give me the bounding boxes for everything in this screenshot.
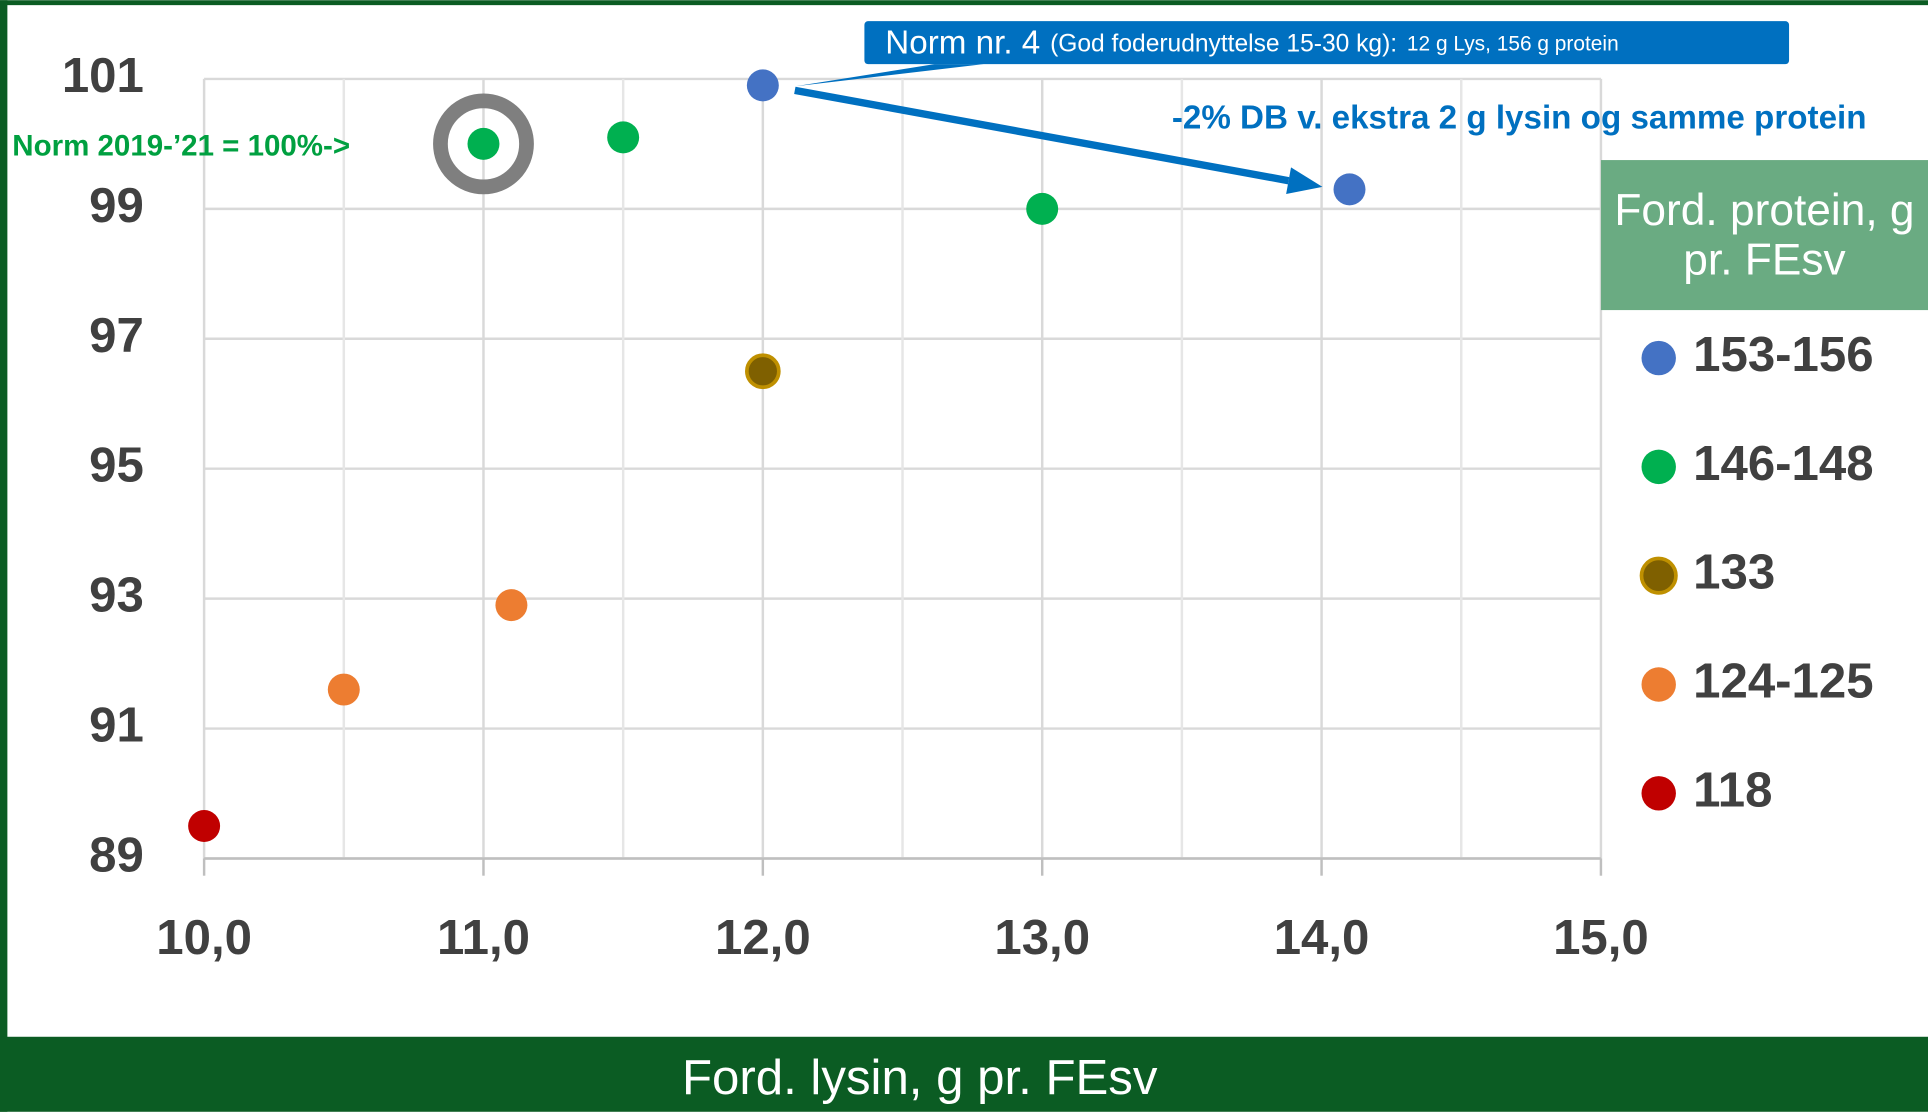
point (327, 673, 360, 706)
callout-detail: 12 g Lys, 156 g protein (1407, 32, 1619, 55)
y-tick-label: 95 (89, 438, 144, 493)
y-tick-label: 93 (89, 568, 144, 623)
frame-top (0, 0, 1928, 6)
legend-marker (1641, 449, 1676, 485)
arrow-shaft (794, 86, 1290, 185)
point (745, 353, 781, 390)
x-axis-title: Ford. lysin, g pr. FEsv (682, 1050, 1158, 1105)
point (1333, 173, 1366, 206)
legend-marker (1641, 667, 1676, 702)
y-tick-label: 91 (89, 698, 144, 753)
x-axis-band (0, 1036, 1928, 1112)
legend-title-holder: Ford. protein, g pr. FEsv (1614, 184, 1915, 285)
arrow-note: -2% DB v. ekstra 2 g lysin og samme prot… (1172, 99, 1867, 136)
legend-marker (1639, 556, 1678, 595)
arrow-head (1286, 167, 1323, 195)
legend-label: 124-125 (1693, 653, 1873, 708)
legend-marker (1641, 776, 1676, 811)
y-tick-label: 97 (89, 308, 144, 363)
callout-box (864, 21, 1790, 65)
legend-label: 153-156 (1693, 327, 1873, 382)
legend: 153-156 146-148 133 124-125 118 (1639, 327, 1874, 817)
x-tick-label: 12,0 (715, 910, 811, 965)
point (467, 127, 500, 160)
marks (188, 69, 1366, 842)
callout-main: Norm nr. 4 (885, 24, 1040, 61)
callout-paren: (God foderudnyttelse 15-30 kg): (1050, 30, 1397, 57)
y-tick-label: 89 (89, 827, 144, 882)
x-tick-label: 14,0 (1274, 910, 1370, 965)
x-tick-label: 15,0 (1553, 910, 1649, 965)
callout-pointer (795, 64, 984, 87)
legend-label: 118 (1693, 762, 1772, 817)
grid: 89 91 93 95 97 99 101 10,0 11,0 12,0 13,0 14,0 15,0 (62, 48, 1649, 965)
x-tick-label: 13,0 (994, 910, 1090, 965)
legend-title-box (1600, 160, 1928, 311)
point (188, 810, 221, 842)
frame-left (0, 0, 8, 1112)
point (746, 69, 779, 102)
y-tick-label: 99 (89, 178, 144, 233)
point (607, 121, 640, 154)
legend-marker (1641, 340, 1676, 376)
point (1026, 192, 1059, 225)
legend-label: 146-148 (1693, 436, 1873, 491)
legend-label: 133 (1693, 545, 1775, 600)
decorations (433, 86, 1323, 195)
callout-text: Norm nr. 4 (God foderudnyttelse 15-30 kg)… (885, 24, 1618, 61)
x-tick-label: 10,0 (156, 910, 252, 965)
point (495, 589, 528, 622)
norm-ref-note: Norm 2019-’21 = 100%-> (12, 130, 350, 163)
highlight-ring (433, 93, 534, 195)
x-tick-label: 11,0 (437, 910, 530, 965)
legend-title: Ford. protein, g pr. FEsv (1614, 184, 1915, 285)
y-tick-label: 101 (62, 48, 144, 103)
